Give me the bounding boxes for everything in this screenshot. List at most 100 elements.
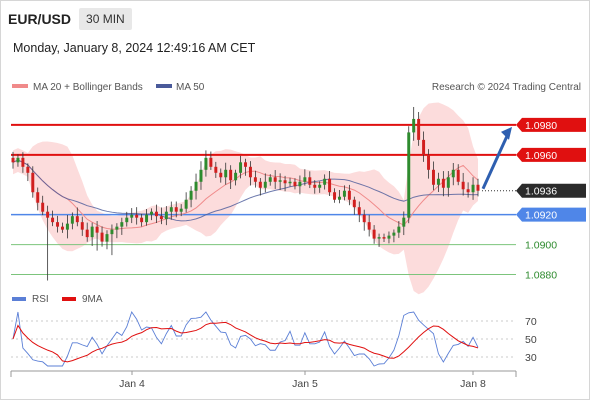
candle-body — [209, 157, 213, 167]
candle — [367, 214, 371, 237]
candle-body — [333, 192, 337, 200]
candle — [75, 207, 79, 227]
candle — [431, 161, 435, 191]
candle — [184, 192, 188, 213]
ma50-line — [12, 159, 479, 222]
candle-body — [362, 214, 366, 223]
candle-body — [431, 169, 435, 185]
symbol-label: EUR/USD — [8, 11, 72, 27]
candle — [451, 163, 455, 186]
forecast-arrow — [481, 126, 512, 190]
ma50-legend-swatch — [156, 84, 172, 88]
candle — [189, 186, 193, 208]
candle-body — [110, 229, 114, 235]
time-axis: Jan 4 Jan 5 Jan 8 — [10, 370, 517, 390]
candle-body — [145, 214, 149, 223]
candle — [56, 215, 60, 233]
candle-body — [169, 207, 173, 212]
bollinger-band-area — [13, 102, 478, 295]
candle — [239, 155, 243, 179]
candle-body — [154, 211, 158, 217]
candle — [60, 222, 64, 233]
candle — [303, 169, 307, 186]
forecast-arrow-head — [501, 126, 512, 140]
timeframe-badge[interactable]: 30 MIN — [79, 8, 132, 30]
candle-body — [75, 216, 79, 223]
candle-body — [174, 207, 178, 212]
candle-body — [224, 169, 228, 178]
candle-body — [140, 217, 144, 223]
candle-body — [446, 177, 450, 188]
candle — [36, 187, 40, 211]
candle-body — [135, 214, 139, 218]
candle — [90, 222, 94, 247]
candle — [154, 204, 158, 224]
candle — [427, 149, 431, 179]
candle-body — [402, 217, 406, 227]
ma50-legend-label: MA 50 — [176, 82, 205, 93]
candle-body — [283, 180, 287, 184]
candle-body — [466, 189, 470, 193]
candle — [417, 111, 421, 146]
candle — [402, 211, 406, 236]
candle — [209, 151, 213, 170]
candle — [248, 161, 252, 186]
candle-body — [377, 237, 381, 239]
candle-body — [46, 211, 50, 218]
candle-body — [308, 177, 312, 185]
candle — [204, 150, 208, 177]
candle-body — [80, 222, 84, 230]
candle — [164, 206, 168, 226]
candle-body — [253, 177, 257, 182]
candle-body — [36, 192, 40, 203]
candle — [397, 221, 401, 238]
candle — [357, 201, 361, 223]
candle-body — [120, 222, 124, 227]
level-lines — [11, 123, 516, 276]
candle — [298, 175, 302, 195]
candle-body — [130, 214, 134, 218]
candle — [377, 233, 381, 247]
ma20-legend-swatch — [12, 84, 28, 88]
candle-body — [26, 166, 30, 173]
candle — [258, 178, 262, 196]
candle-body — [199, 169, 203, 182]
candle-body — [441, 178, 445, 188]
candle-body — [11, 157, 15, 163]
candle — [65, 215, 69, 239]
candle-body — [471, 184, 475, 193]
candle-body — [357, 207, 361, 215]
rsi-line — [12, 311, 479, 367]
rsi-legend-swatch — [12, 297, 26, 301]
candle — [169, 201, 173, 220]
candle — [471, 177, 475, 200]
candle — [456, 164, 460, 186]
candle — [199, 161, 203, 190]
candle — [392, 229, 396, 243]
candle-body — [229, 169, 233, 181]
candle-body — [16, 157, 20, 163]
candle-body — [387, 235, 391, 239]
candle — [308, 171, 312, 189]
level-tag-1.0920 — [516, 207, 586, 222]
candle-body — [65, 223, 69, 230]
candle-body — [303, 177, 307, 182]
candle-body — [214, 166, 218, 173]
credit-label: Research © 2024 Trading Central — [432, 82, 581, 93]
level-label-1.0880: 1.0880 — [525, 270, 557, 282]
candle-body — [21, 157, 25, 167]
candle-body — [159, 216, 163, 220]
candle — [70, 212, 74, 230]
candle-body — [456, 169, 460, 182]
candle-body — [263, 181, 267, 188]
level-tag-1.0960 — [516, 147, 586, 162]
candle-body — [56, 222, 60, 227]
time-tick-label: Jan 4 — [119, 378, 145, 390]
candle — [51, 210, 55, 227]
candle — [253, 170, 257, 188]
candle — [174, 201, 178, 218]
candle — [288, 177, 292, 187]
time-tick-label: Jan 5 — [292, 378, 318, 390]
candle-body — [273, 177, 277, 182]
candle-body — [189, 190, 193, 200]
